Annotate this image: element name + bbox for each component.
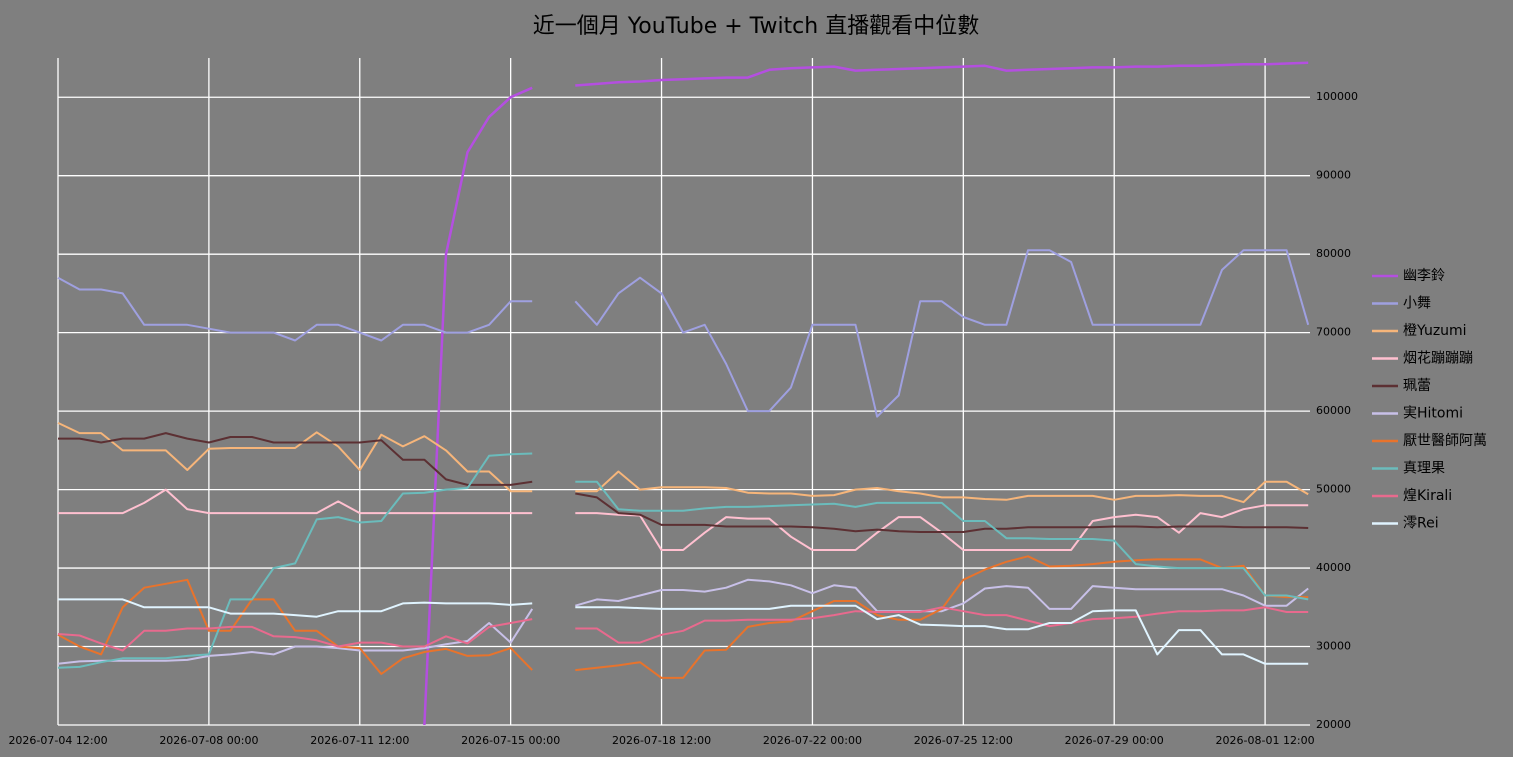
series-line (57, 452, 1309, 669)
series-line (58, 432, 1309, 533)
legend-label: 真理果 (1403, 461, 1445, 477)
legend-label: 煌Kirali (1403, 488, 1452, 504)
series-line (57, 555, 1309, 679)
series-line (57, 421, 1309, 504)
x-tick-label: 2026-07-08 00:00 (159, 734, 258, 747)
y-tick-label: 60000 (1316, 404, 1351, 417)
x-tick-label: 2026-07-29 00:00 (1065, 734, 1164, 747)
series-line (57, 249, 1310, 418)
y-tick-label: 30000 (1316, 640, 1351, 653)
y-tick-label: 80000 (1316, 247, 1351, 260)
series-line (57, 578, 1309, 665)
y-tick-label: 20000 (1316, 718, 1351, 731)
legend-label: 小舞 (1403, 296, 1431, 312)
x-tick-label: 2026-07-22 00:00 (763, 734, 862, 747)
legend-label: 幽李鈴 (1403, 268, 1445, 284)
legend-label: 珮蕾 (1403, 378, 1431, 394)
legend-label: 橙Yuzumi (1403, 323, 1467, 339)
x-tick-label: 2026-07-15 00:00 (461, 734, 560, 747)
legend-label: 烟花蹦蹦蹦 (1403, 351, 1473, 367)
legend-label: 厭世醫師阿萬 (1403, 433, 1487, 449)
series-line (58, 598, 1309, 665)
x-tick-label: 2026-07-04 12:00 (8, 734, 107, 747)
x-tick-label: 2026-07-18 12:00 (612, 734, 711, 747)
legend-label: 澪Rei (1403, 516, 1439, 532)
y-tick-label: 70000 (1316, 326, 1351, 339)
series-line (57, 606, 1309, 652)
series-line (423, 61, 1309, 726)
y-tick-label: 90000 (1316, 169, 1351, 182)
x-tick-label: 2026-07-25 12:00 (914, 734, 1013, 747)
x-tick-label: 2026-07-11 12:00 (310, 734, 409, 747)
y-tick-label: 50000 (1316, 483, 1351, 496)
chart-title: 近一個月 YouTube + Twitch 直播觀看中位數 (533, 14, 979, 39)
x-tick-label: 2026-08-01 12:00 (1216, 734, 1315, 747)
legend-label: 実Hitomi (1403, 406, 1463, 422)
y-tick-label: 100000 (1316, 90, 1358, 103)
y-tick-label: 40000 (1316, 561, 1351, 574)
